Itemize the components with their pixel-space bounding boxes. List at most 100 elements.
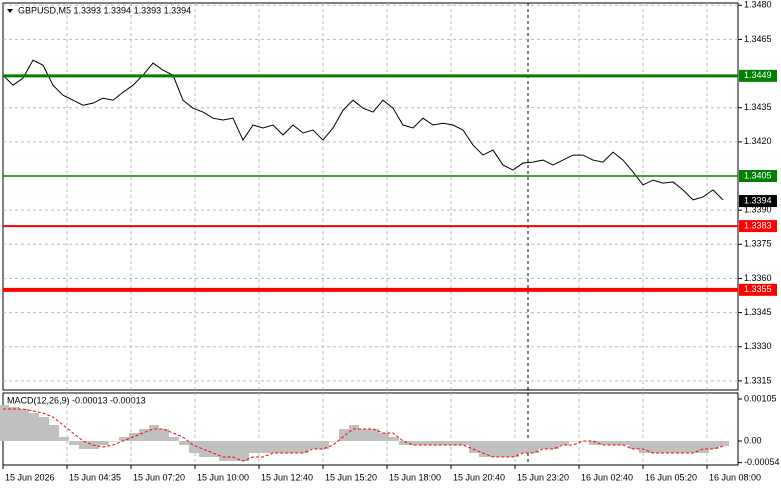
macd-bar: [669, 441, 679, 453]
macd-bar: [99, 441, 109, 445]
level-label-box: [739, 220, 777, 233]
macd-bar: [429, 441, 439, 445]
x-tick-label: 16 Jun 08:00: [709, 472, 761, 482]
macd-bar: [79, 441, 89, 449]
macd-bar: [169, 437, 179, 441]
signal-line: [3, 408, 724, 462]
price-line: [2, 59, 724, 201]
macd-bar: [189, 441, 199, 453]
macd-bar: [589, 441, 599, 445]
x-tick-label: 16 Jun 02:40: [581, 472, 633, 482]
macd-bar: [459, 441, 469, 445]
macd-bar: [69, 441, 79, 445]
macd-bar: [259, 441, 269, 453]
macd-bar: [279, 441, 289, 453]
macd-bar: [539, 441, 549, 449]
macd-bar: [119, 437, 129, 441]
macd-bar: [0, 405, 9, 441]
macd-bar: [519, 441, 529, 453]
macd-bar: [699, 441, 709, 453]
macd-bar: [29, 413, 39, 441]
macd-bar: [149, 425, 159, 441]
macd-bar: [709, 441, 719, 449]
macd-title: MACD(12,26,9) -0.00013 -0.00013: [7, 395, 146, 405]
y-tick-label: 1.3480: [744, 0, 772, 10]
macd-bar: [219, 441, 229, 461]
macd-bar: [489, 441, 499, 457]
macd-bar: [629, 441, 639, 449]
macd-bar: [649, 441, 659, 453]
macd-bar: [499, 441, 509, 457]
macd-bar: [299, 441, 309, 453]
macd-bar: [569, 441, 579, 442]
level-label-box: [739, 69, 777, 82]
y-tick-label: 0.00105: [744, 393, 777, 403]
macd-bar: [419, 441, 429, 445]
y-tick-label: 1.3330: [744, 341, 772, 351]
x-tick-label: 15 Jun 15:20: [325, 472, 377, 482]
y-tick-label: 1.3360: [744, 273, 772, 283]
x-tick-label: 16 Jun 05:20: [645, 472, 697, 482]
price-box: [739, 195, 777, 208]
macd-bar: [449, 441, 459, 445]
macd-bar: [269, 441, 279, 453]
x-tick-label: 15 Jun 23:20: [517, 472, 569, 482]
macd-bar: [379, 433, 389, 441]
macd-bar: [399, 441, 409, 445]
y-tick-label: 1.3435: [744, 102, 772, 112]
macd-bar: [689, 441, 699, 453]
macd-bar: [19, 409, 29, 441]
macd-bar: [389, 437, 399, 441]
y-tick-label: -0.00054: [744, 457, 780, 467]
macd-bar: [309, 441, 319, 449]
y-tick-label: 1.3465: [744, 34, 772, 44]
level-label-box: [739, 170, 777, 183]
level-label: 1.3449: [744, 70, 772, 80]
x-tick-label: 15 Jun 12:40: [261, 472, 313, 482]
macd-bar: [139, 429, 149, 441]
macd-bar: [639, 441, 649, 453]
macd-bar: [469, 441, 479, 453]
macd-bar: [609, 441, 619, 445]
x-tick-label: 15 Jun 20:40: [453, 472, 505, 482]
macd-bar: [39, 417, 49, 441]
macd-bar: [549, 441, 559, 449]
x-tick-label: 15 Jun 2026: [5, 472, 55, 482]
macd-bar: [619, 441, 629, 445]
x-tick-label: 15 Jun 04:35: [69, 472, 121, 482]
level-label: 1.3383: [744, 220, 772, 230]
macd-bar: [409, 441, 419, 445]
level-label: 1.3355: [744, 284, 772, 294]
macd-bar: [289, 441, 299, 453]
macd-bar: [129, 433, 139, 441]
macd-bar: [719, 441, 729, 447]
macd-bar: [529, 441, 539, 453]
macd-bar: [229, 441, 239, 461]
macd-bar: [159, 429, 169, 441]
level-label-box: [739, 283, 777, 296]
macd-bar: [179, 441, 189, 445]
macd-bar: [109, 441, 119, 442]
y-tick-label: 1.3375: [744, 239, 772, 249]
macd-bar: [509, 441, 519, 457]
y-tick-label: 1.3420: [744, 136, 772, 146]
macd-bar: [359, 429, 369, 441]
y-tick-label: 0.00: [744, 435, 762, 445]
macd-bar: [339, 429, 349, 441]
level-label: 1.3405: [744, 170, 772, 180]
macd-bar: [199, 441, 209, 457]
macd-bar: [349, 425, 359, 441]
macd-bar: [9, 407, 19, 441]
y-tick-label: 1.3390: [744, 205, 772, 215]
macd-bar: [369, 429, 379, 441]
macd-bar: [479, 441, 489, 457]
macd-bar: [239, 441, 249, 461]
macd-bar: [439, 441, 449, 445]
macd-bar: [49, 425, 59, 441]
macd-bar: [249, 441, 259, 453]
macd-bar: [559, 441, 569, 445]
macd-bar: [209, 441, 219, 457]
macd-bar: [59, 437, 69, 441]
macd-bar: [659, 441, 669, 453]
